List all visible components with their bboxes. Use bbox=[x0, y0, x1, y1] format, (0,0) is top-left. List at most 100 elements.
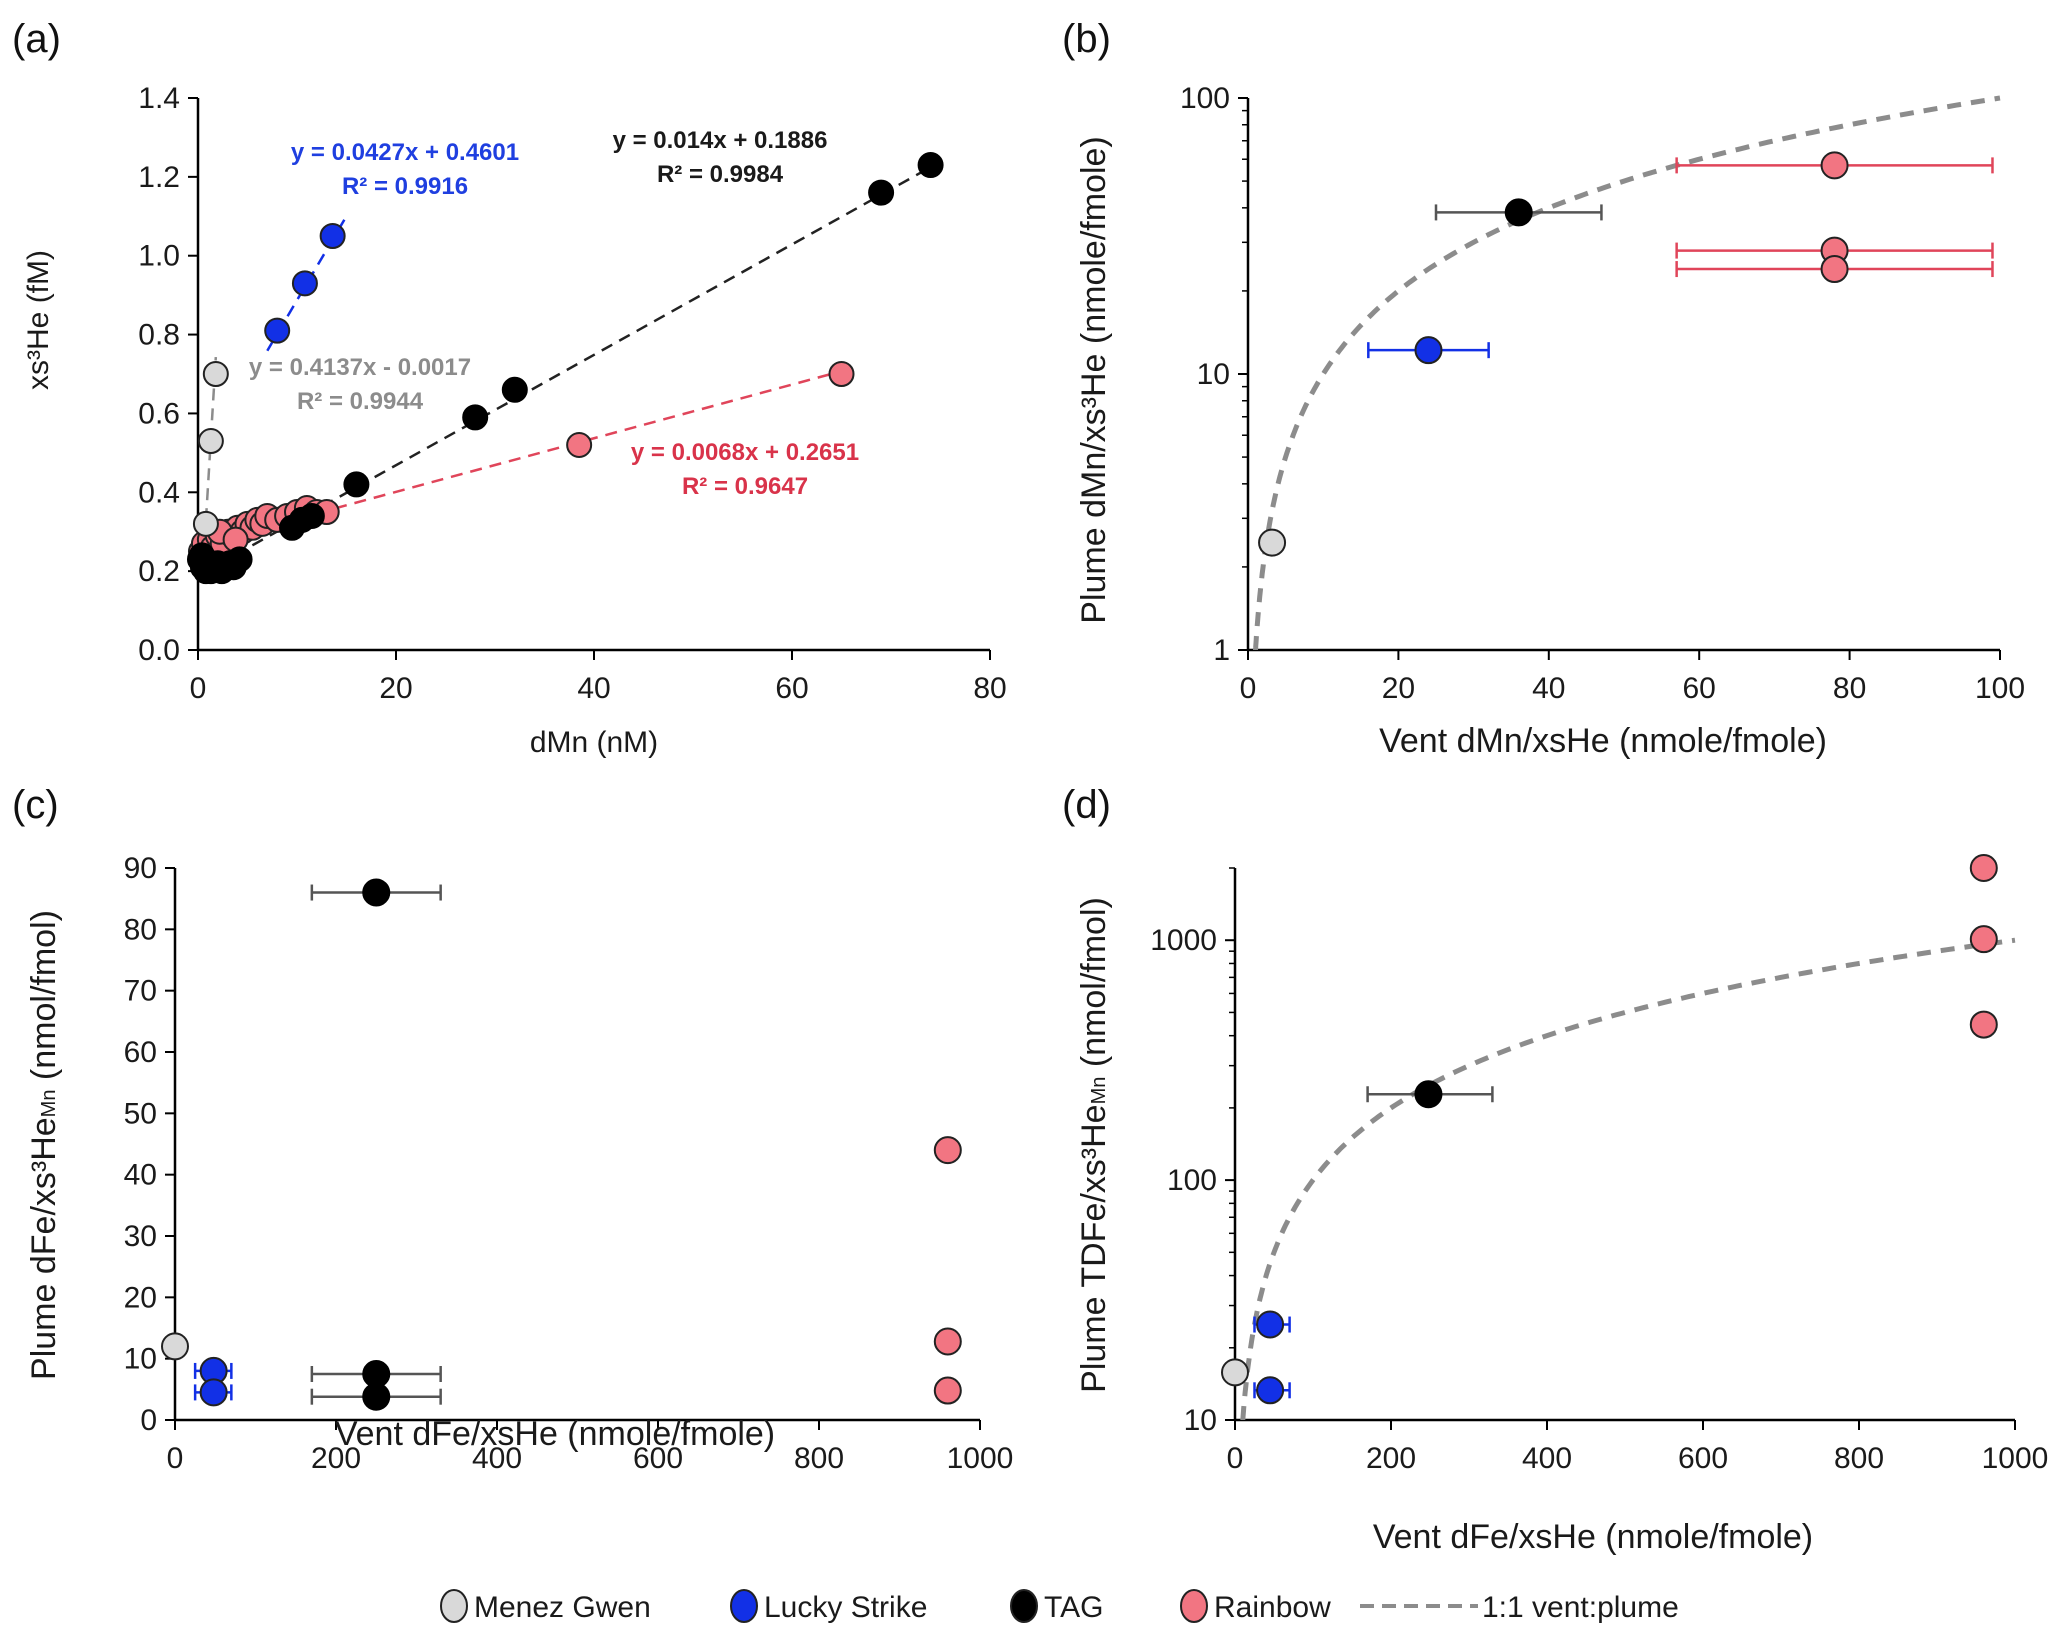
point-menez_gwen bbox=[1258, 528, 1287, 557]
panel-a-y-tick-label: 0.2 bbox=[138, 555, 180, 588]
point-menez_gwen bbox=[1221, 1358, 1249, 1387]
point-lucky_strike bbox=[1414, 336, 1443, 365]
point-menez_gwen bbox=[197, 428, 224, 455]
legend-marker-lucky_strike bbox=[730, 1589, 758, 1623]
point-tag bbox=[868, 179, 895, 206]
point-rainbow bbox=[828, 361, 855, 387]
panel-c-y-tick-label: 60 bbox=[124, 1036, 157, 1069]
panel-a-y-tick-label: 1.0 bbox=[138, 240, 180, 273]
point-tag bbox=[501, 376, 528, 403]
panel-a-x-tick-label: 40 bbox=[577, 672, 610, 705]
panel-a-x-tick-label: 60 bbox=[775, 672, 808, 705]
panel-c-x-tick-label: 0 bbox=[167, 1442, 184, 1475]
point-tag bbox=[1414, 1080, 1443, 1109]
panel-b-xlabel: Vent dMn/xsHe (nmole/fmole) bbox=[1379, 722, 1827, 760]
panel-a-y-tick-label: 1.2 bbox=[138, 161, 180, 194]
panel-d-x-tick-label: 600 bbox=[1678, 1442, 1728, 1475]
panel-c-ylabel-unit: (nmol/fmol) bbox=[25, 910, 63, 1089]
panel-c-x-tick-label: 800 bbox=[794, 1442, 844, 1475]
panel-label-b: (b) bbox=[1062, 17, 1111, 61]
panel-c-x-tick-label: 400 bbox=[472, 1442, 522, 1475]
legend-label-menez_gwen: Menez Gwen bbox=[474, 1591, 651, 1624]
panel-b-x-tick-label: 0 bbox=[1240, 672, 1257, 705]
point-tag bbox=[462, 404, 489, 431]
panel-c-y-tick-label: 50 bbox=[124, 1097, 157, 1130]
panel-c-y-tick-label: 20 bbox=[124, 1281, 157, 1314]
panel-label-a: (a) bbox=[12, 17, 61, 61]
equation-lucky_strike: y = 0.0427x + 0.4601 bbox=[291, 139, 519, 166]
panel-label-d: (d) bbox=[1062, 783, 1111, 827]
panel-a-y-tick-label: 0.4 bbox=[138, 476, 180, 509]
panel-d-ylabel: Plume TDFe/xs³HeMn (nmol/fmol) bbox=[1075, 897, 1113, 1393]
panel-a-xlabel: dMn (nM) bbox=[530, 726, 658, 759]
panel-d-xlabel: Vent dFe/xsHe (nmole/fmole) bbox=[1373, 1518, 1813, 1556]
legend-marker-tag bbox=[1010, 1589, 1038, 1623]
panel-d-x-tick-label: 0 bbox=[1227, 1442, 1244, 1475]
equation-tag: y = 0.014x + 0.1886 bbox=[613, 127, 828, 154]
panel-a-x-tick-label: 20 bbox=[379, 672, 412, 705]
panel-b-x-tick-label: 100 bbox=[1975, 672, 2025, 705]
panel-d-ylabel-unit: (nmol/fmol) bbox=[1075, 897, 1113, 1076]
point-menez_gwen bbox=[161, 1332, 189, 1361]
point-rainbow bbox=[1820, 255, 1849, 284]
point-rainbow bbox=[1969, 854, 1998, 882]
panel-d-chart: 0 200 400 600 800 1000 10 100 1000 bbox=[1150, 854, 2048, 1475]
point-tag bbox=[298, 502, 325, 529]
point-menez_gwen bbox=[202, 361, 229, 387]
panel-d-one-to-one-line bbox=[1240, 937, 2016, 1421]
panel-label-c: (c) bbox=[12, 783, 59, 827]
panel-c-ylabel-sub: Mn bbox=[38, 1090, 60, 1118]
panel-d-ylabel-sub: Mn bbox=[1088, 1077, 1110, 1105]
panel-d-x-tick-label: 200 bbox=[1366, 1442, 1416, 1475]
panel-a-x-tick-label: 0 bbox=[190, 672, 207, 705]
panel-c-x-tick-label: 600 bbox=[633, 1442, 683, 1475]
panel-c-y-tick-label: 80 bbox=[124, 913, 157, 946]
r2-rainbow: R² = 0.9647 bbox=[682, 473, 808, 500]
point-lucky_strike bbox=[291, 270, 318, 297]
panel-b-x-tick-label: 80 bbox=[1833, 672, 1866, 705]
point-tag bbox=[1504, 198, 1533, 227]
panel-c-chart: 0 200 400 600 800 1000 0 10 20 30 40 50 60 70 80 90 bbox=[124, 852, 1014, 1475]
panel-b-y-tick-label: 1 bbox=[1213, 634, 1230, 667]
panel-c-x-tick-label: 1000 bbox=[947, 1442, 1014, 1475]
point-tag bbox=[362, 878, 391, 907]
panel-c-ylabel-main: Plume dFe/xs³He bbox=[25, 1117, 63, 1380]
point-rainbow bbox=[1969, 925, 1998, 954]
panel-a-y-tick-label: 1.4 bbox=[138, 82, 180, 115]
point-rainbow bbox=[1820, 151, 1849, 180]
legend-label-lucky_strike: Lucky Strike bbox=[764, 1591, 927, 1624]
point-rainbow bbox=[933, 1376, 962, 1405]
legend: Menez Gwen Lucky Strike TAG Rainbow 1:1 vent… bbox=[440, 1589, 1679, 1624]
point-rainbow bbox=[1969, 1010, 1998, 1039]
panel-c-y-tick-label: 30 bbox=[124, 1220, 157, 1253]
panel-d-y-tick-label: 1000 bbox=[1150, 924, 1217, 957]
legend-label-tag: TAG bbox=[1044, 1591, 1103, 1624]
equation-rainbow: y = 0.0068x + 0.2651 bbox=[631, 439, 859, 466]
point-lucky_strike bbox=[319, 223, 346, 249]
svg-text:Plume dFe/xs³HeMn (nmol/fmol): Plume dFe/xs³HeMn (nmol/fmol) bbox=[25, 910, 63, 1380]
panel-c-xlabel: Vent dFe/xsHe (nmole/fmole) bbox=[335, 1415, 775, 1453]
point-tag bbox=[917, 152, 944, 179]
legend-marker-menez_gwen bbox=[440, 1589, 468, 1623]
legend-marker-rainbow bbox=[1180, 1589, 1208, 1623]
point-rainbow bbox=[933, 1136, 962, 1165]
point-rainbow bbox=[566, 431, 593, 458]
equation-menez_gwen: y = 0.4137x - 0.0017 bbox=[249, 354, 471, 381]
panel-a-y-tick-label: 0.8 bbox=[138, 319, 180, 352]
r2-menez_gwen: R² = 0.9944 bbox=[297, 388, 424, 415]
point-lucky_strike bbox=[1256, 1376, 1285, 1405]
panel-c-y-tick-label: 90 bbox=[124, 852, 157, 885]
r2-lucky_strike: R² = 0.9916 bbox=[342, 173, 468, 200]
point-tag bbox=[226, 546, 253, 573]
panel-a-chart: 0 20 40 60 80 0.0 0.2 0.4 0.6 0.8 1.0 1.2 1.4 y = 0.4… bbox=[138, 82, 1006, 705]
svg-text:Plume TDFe/xs³HeMn (nmol/fmol): Plume TDFe/xs³HeMn (nmol/fmol) bbox=[1075, 897, 1113, 1393]
point-rainbow bbox=[933, 1327, 962, 1356]
point-lucky_strike bbox=[1256, 1310, 1285, 1339]
panel-a-x-tick-label: 80 bbox=[973, 672, 1006, 705]
panel-b-one-to-one-line bbox=[1253, 95, 2001, 650]
panel-d-ylabel-main: Plume TDFe/xs³He bbox=[1075, 1104, 1113, 1392]
panel-b-y-tick-label: 10 bbox=[1197, 358, 1230, 391]
panel-c-y-tick-label: 0 bbox=[140, 1404, 157, 1437]
point-lucky_strike bbox=[264, 317, 291, 344]
